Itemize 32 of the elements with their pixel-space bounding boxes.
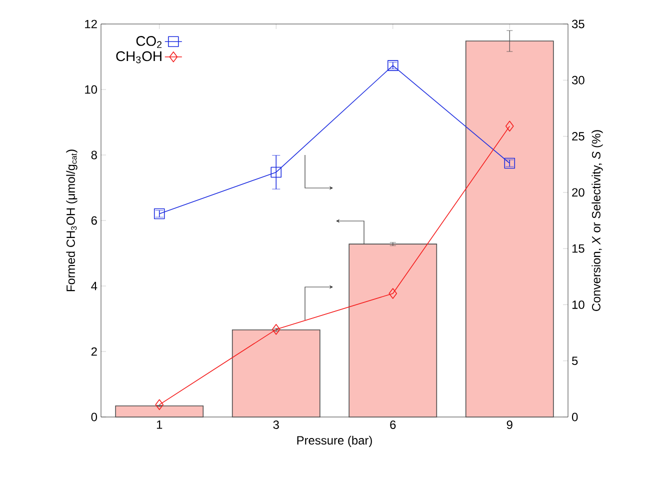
y2-tick-label: 20: [572, 188, 584, 197]
bar: [348, 244, 438, 418]
point: [505, 120, 514, 132]
point: [388, 288, 398, 299]
legend-label: CH$_{3}$OH: [116, 51, 162, 64]
y-tick-label: 2: [91, 347, 97, 356]
bar: [115, 405, 204, 418]
y2-tick-label: 25: [572, 132, 584, 141]
y2-axis-title: Conversion, X or Selectivity, S (%): [592, 130, 603, 311]
point: [270, 166, 282, 178]
y-tick-label: 12: [85, 20, 97, 28]
x-tick-label: 1: [156, 420, 162, 429]
y-axis-title: Formed CH$_{3}$OH (μmol/g$_{cat}$): [66, 150, 78, 292]
x-tick-label: 3: [273, 420, 279, 429]
bar: [232, 329, 320, 418]
y2-tick-label: 15: [572, 244, 584, 253]
point: [155, 399, 164, 410]
y2-tick-label: 10: [572, 300, 584, 309]
y-tick-label: 4: [91, 282, 98, 290]
x-tick-label: 6: [390, 420, 396, 429]
legend-label: CO$_{2}$: [136, 36, 162, 48]
y-tick-label: 6: [91, 216, 97, 225]
y-tick-label: 10: [85, 85, 98, 94]
y2-tick-label: 30: [572, 76, 584, 84]
x-axis-title: Pressure (bar): [297, 436, 372, 447]
x-tick-label: 9: [506, 420, 512, 429]
y2-tick-label: 0: [572, 412, 578, 422]
point: [272, 324, 280, 335]
y2-tick-label: 5: [572, 356, 578, 366]
y-tick-label: 0: [91, 412, 98, 422]
y-tick-label: 8: [91, 150, 97, 160]
y2-tick-label: 35: [572, 20, 584, 28]
